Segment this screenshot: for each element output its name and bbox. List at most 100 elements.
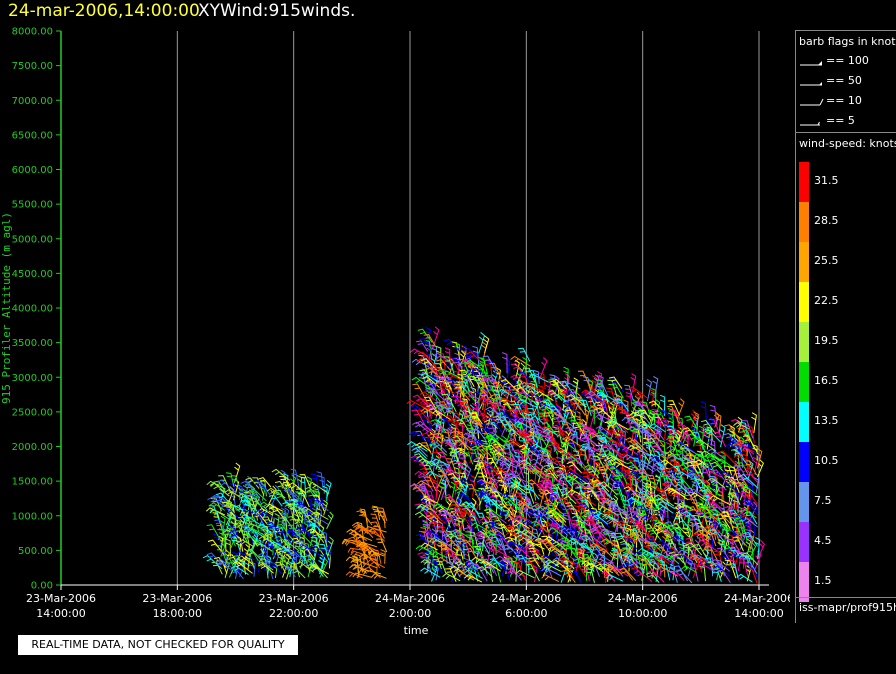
wind-barb xyxy=(268,562,282,574)
wind-barb xyxy=(484,463,498,475)
wind-barb xyxy=(690,492,707,502)
wind-barb xyxy=(308,544,324,552)
wind-barb xyxy=(478,374,494,393)
wind-barb xyxy=(607,438,627,449)
speed-scale-row: 13.5 xyxy=(799,402,896,442)
wind-barb xyxy=(450,529,466,538)
wind-barb xyxy=(581,435,601,449)
wind-barb xyxy=(500,378,520,393)
wind-barb xyxy=(680,508,698,524)
wind-barb xyxy=(490,470,507,484)
wind-barb xyxy=(599,481,618,496)
wind-barb xyxy=(417,552,433,564)
wind-barb xyxy=(515,408,532,416)
wind-barb xyxy=(224,501,244,511)
wind-barb xyxy=(592,523,610,532)
wind-barb xyxy=(677,478,693,492)
wind-barb xyxy=(515,569,535,579)
wind-barb xyxy=(595,407,613,420)
wind-barb xyxy=(710,503,726,516)
wind-barb xyxy=(651,429,665,441)
wind-barb xyxy=(736,462,749,474)
wind-barb xyxy=(428,364,447,374)
wind-barb xyxy=(507,481,525,496)
wind-barb xyxy=(444,467,460,478)
wind-barb xyxy=(455,461,469,478)
wind-barb xyxy=(252,477,265,496)
wind-barb xyxy=(533,432,550,439)
wind-barb xyxy=(454,570,475,581)
wind-barb xyxy=(202,555,223,570)
wind-barb xyxy=(237,555,254,566)
wind-barb xyxy=(549,457,567,470)
wind-barb xyxy=(597,397,613,410)
wind-barb xyxy=(505,472,527,483)
wind-barb xyxy=(667,474,688,489)
wind-barb xyxy=(742,517,759,528)
wind-barb xyxy=(468,512,481,525)
wind-barb xyxy=(310,497,325,507)
wind-barb xyxy=(758,540,765,557)
wind-barb xyxy=(507,567,522,581)
wind-barb xyxy=(456,539,471,556)
wind-barb xyxy=(681,565,698,573)
wind-barb xyxy=(249,488,267,502)
wind-barb xyxy=(741,552,759,566)
wind-barb xyxy=(411,447,428,460)
wind-barb xyxy=(584,485,600,498)
wind-barb xyxy=(670,410,684,428)
wind-barb xyxy=(450,540,466,556)
wind-barb xyxy=(693,453,709,462)
wind-barb xyxy=(470,412,483,425)
wind-barb xyxy=(552,557,571,568)
wind-barb xyxy=(436,556,456,568)
x-tick-time-label: 2:00:00 xyxy=(389,607,431,620)
wind-barb xyxy=(486,540,503,550)
wind-barb xyxy=(561,391,573,407)
wind-barb xyxy=(449,481,456,500)
wind-barb xyxy=(556,473,573,487)
wind-barb xyxy=(635,468,652,478)
wind-barb xyxy=(671,570,685,581)
wind-barb xyxy=(502,352,508,374)
wind-barb xyxy=(524,558,537,572)
wind-barb xyxy=(341,539,362,547)
wind-barb xyxy=(528,373,549,383)
wind-barb xyxy=(710,558,731,572)
speed-scale-row: 10.5 xyxy=(799,442,896,482)
wind-barb xyxy=(421,432,438,448)
speed-value-label: 19.5 xyxy=(814,334,839,347)
wind-barb xyxy=(425,490,438,511)
wind-barb xyxy=(594,490,609,505)
wind-barb xyxy=(697,557,716,569)
wind-barb xyxy=(444,494,460,507)
wind-barb xyxy=(622,446,639,456)
wind-barb xyxy=(637,509,647,528)
wind-barb xyxy=(422,416,432,431)
wind-barb xyxy=(693,554,713,564)
wind-barb xyxy=(741,449,749,469)
wind-barb xyxy=(513,384,529,397)
wind-barb xyxy=(633,523,651,538)
wind-barb xyxy=(431,458,451,467)
wind-barb xyxy=(541,574,560,583)
wind-barb xyxy=(275,527,292,544)
wind-barb xyxy=(714,431,726,448)
wind-barb xyxy=(623,500,633,518)
wind-barb xyxy=(495,555,516,568)
wind-barb xyxy=(514,546,532,559)
wind-barb xyxy=(573,457,591,475)
wind-barb xyxy=(605,574,624,582)
wind-barb xyxy=(422,375,441,389)
wind-barb xyxy=(352,572,372,579)
wind-barb xyxy=(667,400,681,416)
wind-barb xyxy=(576,502,587,519)
wind-barb xyxy=(225,538,231,557)
wind-barb xyxy=(568,538,590,551)
wind-barb xyxy=(605,454,627,464)
wind-barb xyxy=(569,568,582,583)
wind-barb xyxy=(511,470,527,488)
wind-barb-plot: 0.00 500.00 1000.00 1500.00 2000.00 2500.00 30… xyxy=(0,27,790,638)
wind-barb xyxy=(521,529,536,538)
wind-barb xyxy=(531,528,541,547)
